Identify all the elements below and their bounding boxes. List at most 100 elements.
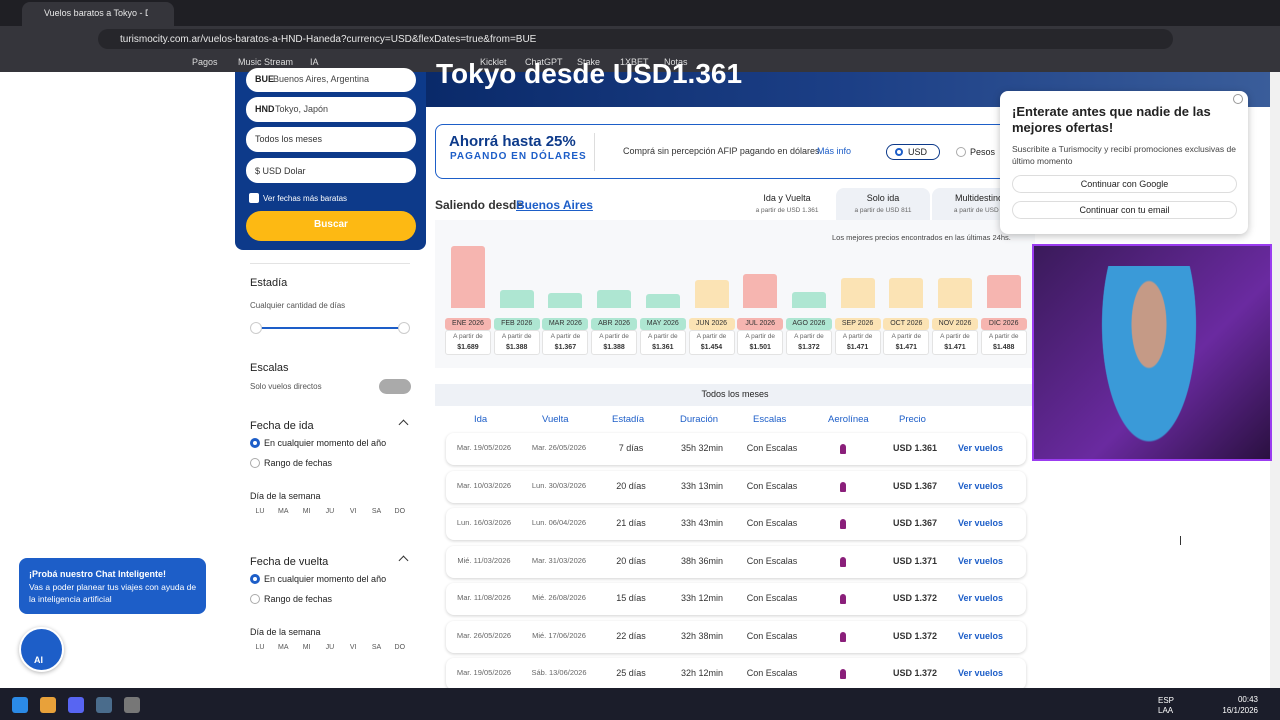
- view-flights[interactable]: Ver vuelos: [958, 630, 1004, 641]
- month-card[interactable]: [591, 330, 638, 355]
- input[interactable]: [246, 97, 416, 122]
- weekday[interactable]: MI: [302, 644, 311, 651]
- weekday[interactable]: JU: [325, 508, 335, 515]
- weekday[interactable]: MI: [302, 508, 311, 515]
- radio[interactable]: [250, 594, 260, 604]
- google-button[interactable]: [1012, 175, 1237, 193]
- taskbar-icon[interactable]: [68, 697, 84, 713]
- bookmark[interactable]: IA: [310, 57, 319, 67]
- chevron[interactable]: [398, 419, 409, 430]
- weekday[interactable]: DO: [394, 644, 406, 651]
- bookmark[interactable]: ChatGPT: [525, 57, 563, 67]
- table-tab[interactable]: Todos los meses: [701, 389, 769, 399]
- search-button[interactable]: [246, 211, 416, 241]
- view-flights[interactable]: Ver vuelos: [958, 518, 1004, 528]
- month-card[interactable]: [445, 330, 491, 355]
- price-bar[interactable]: [986, 275, 1021, 308]
- weekday[interactable]: LU: [255, 508, 265, 515]
- result-row[interactable]: [446, 658, 1026, 690]
- taskbar-icon[interactable]: [124, 697, 140, 713]
- checkbox[interactable]: [249, 193, 259, 203]
- column-header[interactable]: Duración: [680, 414, 719, 425]
- month-card[interactable]: [932, 330, 978, 355]
- price-bar[interactable]: [889, 277, 924, 308]
- month-card[interactable]: [883, 330, 930, 355]
- bookmark[interactable]: Stake: [577, 57, 601, 67]
- view-flights[interactable]: Ver vuelos: [958, 480, 1004, 491]
- column-header[interactable]: Precio: [899, 414, 926, 425]
- weekday[interactable]: JU: [325, 644, 335, 651]
- weekday[interactable]: SA: [371, 508, 382, 515]
- view-flights[interactable]: Ver vuelos: [958, 593, 1004, 603]
- usd-toggle[interactable]: [886, 144, 940, 160]
- month-card[interactable]: [542, 330, 589, 355]
- month-card[interactable]: [639, 330, 686, 355]
- currency-option[interactable]: USD: [908, 147, 928, 157]
- slider-knob[interactable]: [250, 322, 262, 334]
- price-bar[interactable]: [743, 273, 778, 308]
- column-header[interactable]: Escalas: [753, 414, 787, 425]
- currency-option[interactable]: Pesos: [970, 147, 996, 157]
- result-row[interactable]: [446, 620, 1026, 653]
- month-card[interactable]: [834, 330, 881, 355]
- view-flights[interactable]: Ver vuelos: [958, 668, 1004, 678]
- month-card[interactable]: [785, 330, 832, 355]
- result-row[interactable]: [446, 545, 1026, 578]
- price-bar[interactable]: [451, 246, 485, 308]
- bookmark[interactable]: Music Stream: [238, 57, 294, 67]
- slider-knob[interactable]: [398, 322, 410, 334]
- price-bar[interactable]: [597, 290, 632, 308]
- chevron[interactable]: [398, 555, 409, 566]
- price-bar[interactable]: [645, 294, 680, 308]
- taskbar-icon[interactable]: [96, 697, 112, 713]
- url[interactable]: turismocity.com.ar/vuelos-baratos-a-HND-…: [120, 34, 537, 45]
- month-card[interactable]: [980, 330, 1027, 355]
- bookmark[interactable]: Kicklet: [480, 57, 507, 67]
- input[interactable]: [246, 158, 416, 183]
- radio[interactable]: [250, 458, 260, 468]
- radio[interactable]: [250, 574, 260, 584]
- price-bar[interactable]: [499, 290, 534, 308]
- column-header[interactable]: Ida: [474, 414, 488, 425]
- result-row[interactable]: [446, 508, 1026, 540]
- month-card[interactable]: [493, 330, 540, 355]
- taskbar-icon[interactable]: [40, 697, 56, 713]
- weekday[interactable]: SA: [371, 644, 382, 651]
- view-flights[interactable]: Ver vuelos: [958, 443, 1004, 453]
- price-bar[interactable]: [840, 277, 875, 308]
- price-bar[interactable]: [694, 280, 729, 308]
- price-bar[interactable]: [548, 293, 583, 308]
- result-row[interactable]: [446, 583, 1026, 615]
- result-row[interactable]: [446, 433, 1026, 465]
- chat-bubble[interactable]: [19, 558, 206, 614]
- weekday[interactable]: VI: [349, 644, 357, 651]
- departing-city[interactable]: Buenos Aires: [516, 198, 593, 212]
- radio[interactable]: [250, 438, 260, 448]
- trip-tab[interactable]: [740, 188, 834, 220]
- email-button[interactable]: [1012, 201, 1237, 219]
- chat-icon[interactable]: [19, 627, 64, 672]
- bookmark[interactable]: 1XBET: [620, 57, 649, 67]
- month-card[interactable]: [688, 330, 735, 355]
- weekday[interactable]: VI: [349, 508, 357, 515]
- taskbar-icon[interactable]: [12, 697, 28, 713]
- bookmark[interactable]: Notas: [664, 57, 688, 67]
- weekday[interactable]: MA: [278, 508, 289, 515]
- weekday[interactable]: MA: [278, 644, 289, 651]
- column-header[interactable]: Estadía: [612, 414, 645, 425]
- promo-link[interactable]: Más info: [817, 146, 852, 156]
- input[interactable]: [246, 68, 416, 92]
- weekday[interactable]: LU: [255, 644, 265, 651]
- input[interactable]: [246, 127, 416, 152]
- column-header[interactable]: Vuelta: [542, 414, 569, 425]
- price-bar[interactable]: [791, 292, 826, 308]
- month-card[interactable]: [737, 330, 784, 355]
- trip-tab[interactable]: [836, 188, 930, 220]
- column-header[interactable]: Aerolínea: [828, 414, 869, 425]
- view-flights[interactable]: Ver vuelos: [958, 555, 1004, 566]
- toggle[interactable]: [379, 379, 411, 394]
- result-row[interactable]: [446, 470, 1026, 503]
- popup-close[interactable]: [1233, 94, 1243, 104]
- bookmark[interactable]: Pagos: [192, 57, 218, 67]
- price-bar[interactable]: [938, 277, 972, 308]
